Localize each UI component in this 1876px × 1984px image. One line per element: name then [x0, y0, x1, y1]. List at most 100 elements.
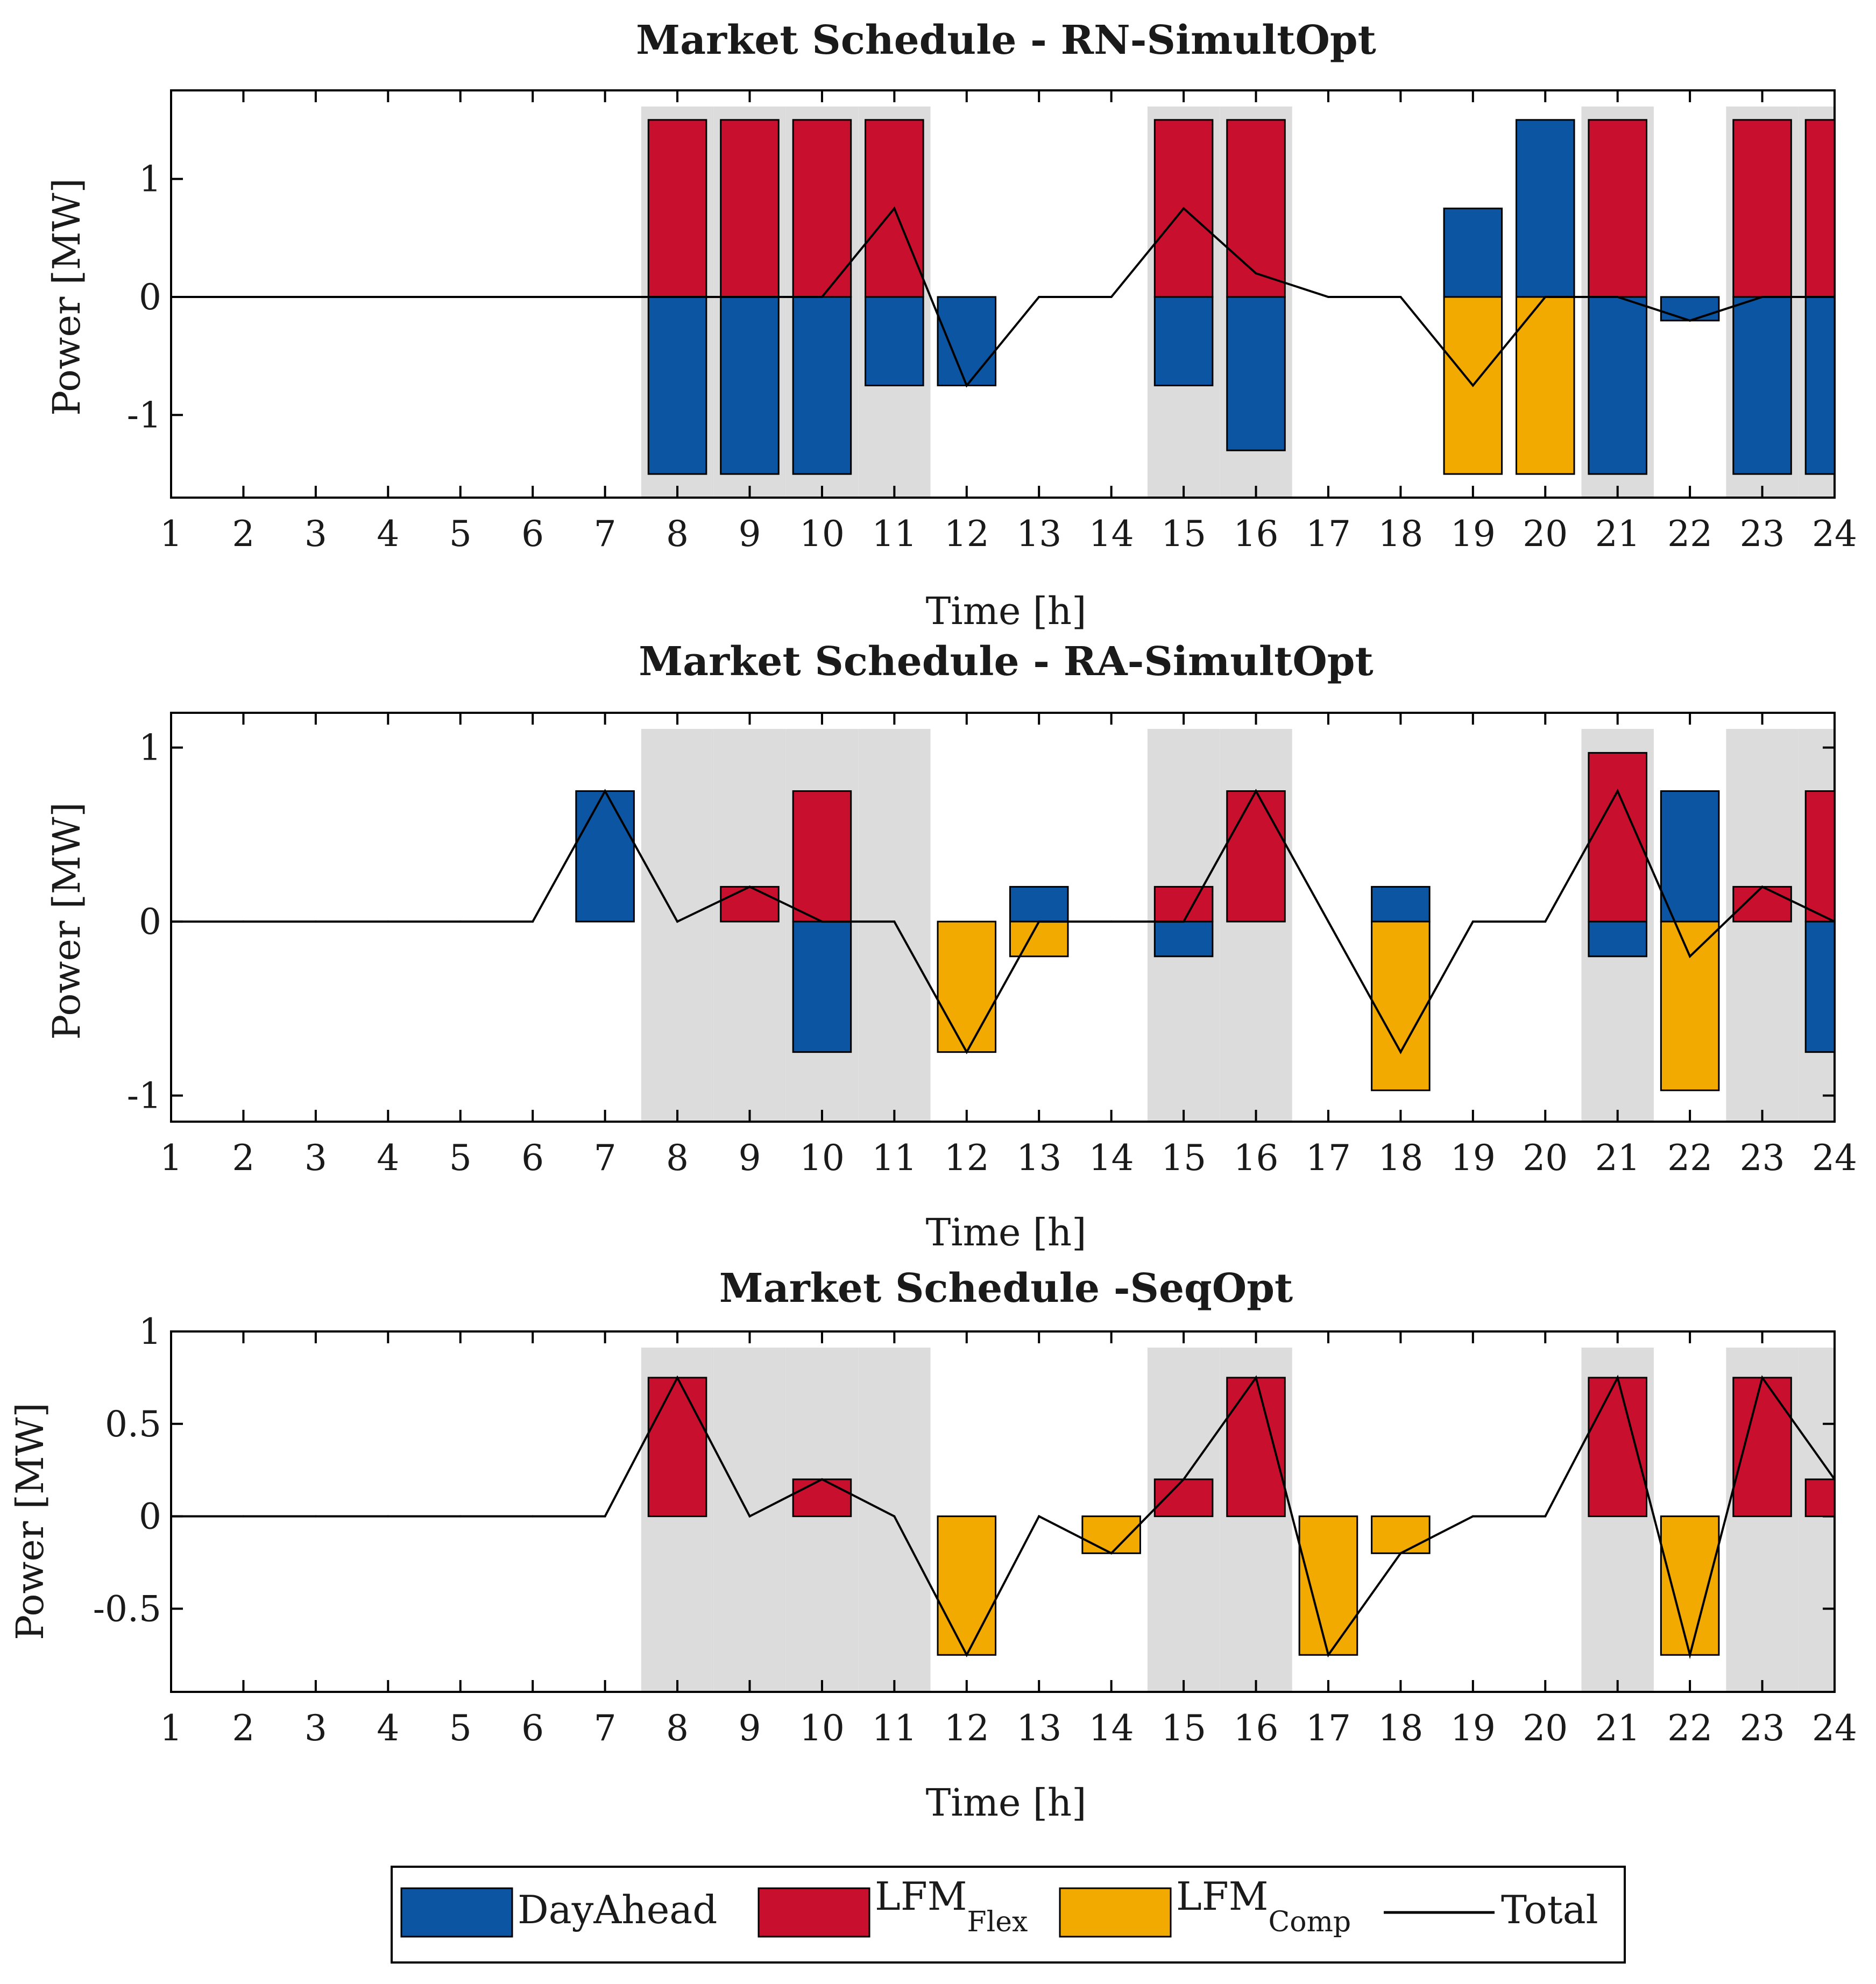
panel-1-bar-dayahead-23	[1732, 296, 1792, 475]
panel-1-xtick-label-4: 4	[377, 513, 399, 555]
panel-3-xtick-label-5: 5	[449, 1707, 472, 1749]
panel-1-xtick-label-1: 1	[160, 513, 182, 555]
panel-3-xtick-label-7: 7	[594, 1707, 617, 1749]
panel-2-ytick-label-2: 1	[139, 727, 161, 769]
panel-3-bar-lfm-flex-16	[1226, 1377, 1286, 1518]
panel-1-xlabel: Time [h]	[926, 589, 1087, 633]
panel-1-bar-dayahead-11	[865, 296, 924, 387]
panel-1-total-point-16	[1255, 272, 1257, 275]
panel-3-total-point-14	[1110, 1552, 1113, 1555]
panel-3-bar-lfm-flex-21	[1588, 1377, 1647, 1518]
panel-3-bar-lfm-flex-10	[792, 1478, 852, 1518]
panel-1-xtick-label-8: 8	[666, 513, 689, 555]
panel-3-total-point-3	[314, 1515, 317, 1518]
legend: DayAhead LFMFlex LFMComp Total	[391, 1866, 1626, 1964]
panel-3-total-point-4	[387, 1515, 390, 1518]
panel-2-shade-23	[1726, 729, 1799, 1122]
panel-2-bar-lfm-flex-9	[720, 885, 780, 923]
panel-1-bar-dayahead-16	[1226, 296, 1286, 451]
panel-1-xtick-label-2: 2	[232, 513, 254, 555]
panel-1-total-point-3	[314, 295, 317, 298]
panel-2-total-point-15	[1183, 920, 1185, 923]
panel-1-bar-dayahead-12	[937, 296, 997, 387]
panel-2-bar-lfm-comp-12	[937, 920, 997, 1053]
panel-3-bar-lfm-comp-18	[1371, 1515, 1431, 1554]
panel-2-xtick-label-4: 4	[377, 1137, 399, 1179]
panel-3-xtick-label-17: 17	[1306, 1707, 1351, 1749]
panel-2-total-point-18	[1399, 1051, 1402, 1053]
legend-label-lfm-flex-sub: Flex	[967, 1906, 1028, 1938]
panel-2-bar-dayahead-22	[1660, 790, 1720, 923]
panel-2-bar-dayahead-24	[1804, 920, 1836, 1053]
panel-3-bar-lfm-comp-14	[1081, 1515, 1141, 1554]
panel-1-total-point-13	[1038, 295, 1040, 298]
panel-3-shade-24	[1798, 1348, 1835, 1692]
panel-1-bar-lfm-flex-8	[647, 119, 707, 298]
panel-2-xtick-label-12: 12	[944, 1137, 989, 1179]
panel-3-xtick-label-6: 6	[521, 1707, 544, 1749]
panel-2-total-point-1	[170, 920, 172, 923]
panel-3-total-point-15	[1183, 1478, 1185, 1480]
panel-1-xtick-label-3: 3	[305, 513, 327, 555]
panel-2-shade-8	[641, 729, 714, 1122]
panel-2-xtick-label-19: 19	[1450, 1137, 1496, 1179]
panel-2-xtick-label-8: 8	[666, 1137, 689, 1179]
legend-label-lfm-comp: LFMComp	[1176, 1874, 1351, 1938]
panel-3-xtick-label-13: 13	[1016, 1707, 1061, 1749]
panel-3-xtick-label-2: 2	[232, 1707, 254, 1749]
panel-1-bar-lfm-flex-16	[1226, 119, 1286, 298]
panel-1-bar-dayahead-19	[1443, 207, 1503, 298]
panel-3-bar-lfm-flex-23	[1732, 1377, 1792, 1518]
panel-3-xtick-label-1: 1	[160, 1707, 182, 1749]
panel-1-xtick-label-11: 11	[872, 513, 917, 555]
panel-1-total-point-18	[1399, 295, 1402, 298]
panel-1-xtick-label-5: 5	[449, 513, 472, 555]
panel-3-xlabel: Time [h]	[926, 1781, 1087, 1825]
panel-2-bar-dayahead-7	[575, 790, 635, 923]
panel-3-total-point-18	[1399, 1552, 1402, 1555]
panel-1-total-point-11	[893, 207, 896, 210]
panel-1-total-point-5	[459, 295, 462, 298]
panel-2-total-point-23	[1761, 885, 1764, 888]
panel-1-total-point-19	[1471, 384, 1474, 387]
panel-3-bar-lfm-flex-8	[647, 1377, 707, 1518]
panel-1-xtick-label-24: 24	[1812, 513, 1857, 555]
panel-1-total-point-23	[1761, 295, 1764, 298]
panel-1-xtick-label-18: 18	[1378, 513, 1423, 555]
panel-1-ylabel: Power [MW]	[45, 178, 89, 416]
panel-1-xtick-label-7: 7	[594, 513, 617, 555]
panel-1-total-point-1	[170, 295, 172, 298]
panel-3-total-point-9	[748, 1515, 751, 1518]
panel-2-shade-11	[858, 729, 931, 1122]
panel-2-bar-dayahead-10	[792, 920, 852, 1053]
panel-1-xtick-label-22: 22	[1667, 513, 1712, 555]
panel-1-title: Market Schedule - RN-SimultOpt	[636, 17, 1376, 63]
panel-3-total-point-16	[1255, 1376, 1257, 1379]
panel-1-total-point-24	[1833, 295, 1836, 298]
panel-1-total-point-17	[1327, 295, 1329, 298]
panel-2-xtick-label-14: 14	[1089, 1137, 1134, 1179]
panel-3-ytick-label-1: 0	[139, 1496, 161, 1537]
panel-2-xtick-label-22: 22	[1667, 1137, 1712, 1179]
panel-1-xtick-label-16: 16	[1234, 513, 1279, 555]
panel-3-xtick-label-15: 15	[1161, 1707, 1206, 1749]
panel-1-bar-dayahead-21	[1588, 296, 1647, 475]
panel-3-total-point-11	[893, 1515, 896, 1518]
panel-3-xtick-label-20: 20	[1523, 1707, 1568, 1749]
panel-3-total-point-21	[1616, 1376, 1619, 1379]
panel-3-ytick-label-0: -0.5	[93, 1588, 161, 1629]
panel-2-xtick-label-21: 21	[1595, 1137, 1640, 1179]
panel-3-xtick-label-22: 22	[1667, 1707, 1712, 1749]
panel-2-total-point-2	[242, 920, 245, 923]
panel-3-total-point-22	[1689, 1654, 1691, 1656]
panel-3-xtick-label-10: 10	[799, 1707, 845, 1749]
legend-box	[391, 1866, 1626, 1964]
panel-1-total-point-7	[604, 295, 606, 298]
panel-3-xtick-label-21: 21	[1595, 1707, 1640, 1749]
legend-swatch-lfm-comp	[1059, 1887, 1172, 1938]
panel-3-xtick-label-4: 4	[377, 1707, 399, 1749]
legend-swatch-lfm-flex	[758, 1887, 870, 1938]
